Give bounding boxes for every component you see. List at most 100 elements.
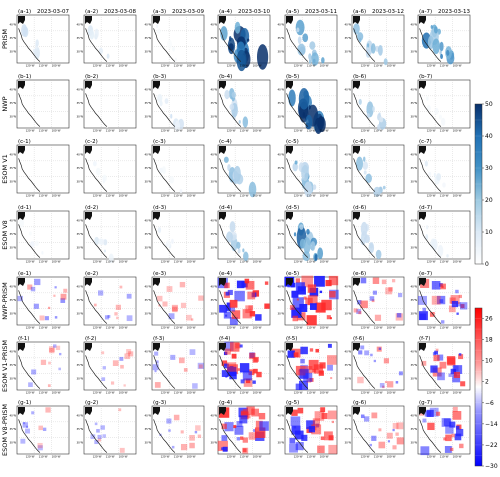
lat-tick-label: 35°N: [76, 36, 83, 40]
negative-diff-cell: [221, 447, 224, 450]
positive-diff-cell: [245, 378, 251, 384]
lon-tick-label: 110°W: [440, 64, 449, 68]
lon-tick-label: 100°W: [119, 260, 128, 264]
lon-tick-label: 100°W: [453, 129, 462, 133]
negative-diff-cell: [460, 302, 468, 310]
precip-cell: [105, 117, 111, 126]
lat-tick-label: 35°N: [344, 232, 351, 236]
negative-diff-cell: [90, 434, 96, 440]
positive-diff-cell: [395, 432, 399, 436]
positive-diff-cell: [391, 279, 396, 283]
precip-cell: [41, 119, 46, 127]
lon-tick-label: 110°W: [440, 455, 449, 459]
lon-tick-label: 110°W: [174, 326, 183, 330]
lat-tick-label: 40°N: [210, 219, 217, 223]
lat-tick-label: 35°N: [210, 363, 217, 367]
coastline: [286, 28, 309, 62]
lat-tick-label: 30°N: [76, 179, 83, 183]
lon-tick-label: 110°W: [39, 326, 48, 330]
colorbar-tick-label: 10: [485, 358, 493, 365]
map-panel-g-4: (g-4) 40°N 35°N 30°N 120°W 110°W 100°W: [210, 400, 271, 459]
positive-diff-cell: [226, 362, 237, 372]
negative-diff-cell: [224, 363, 229, 369]
panel-label: (a-2): [85, 9, 98, 15]
coastline: [18, 290, 41, 324]
inset-map-icon: [419, 146, 426, 154]
negative-diff-cell: [94, 439, 99, 445]
lat-tick-label: 35°N: [210, 36, 217, 40]
column-date: 2023-03-10: [238, 9, 270, 15]
positive-diff-cell: [191, 318, 194, 321]
lon-tick-label: 100°W: [187, 326, 196, 330]
positive-diff-cell: [235, 343, 241, 349]
precip-cell: [159, 167, 163, 174]
lon-tick-label: 120°W: [93, 129, 102, 133]
coastline: [286, 290, 309, 324]
negative-diff-cell: [287, 350, 295, 358]
lon-tick-label: 110°W: [240, 129, 249, 133]
lat-tick-label: 30°N: [76, 376, 83, 380]
positive-diff-cell: [45, 407, 51, 413]
negative-diff-cell: [431, 281, 441, 290]
lon-tick-label: 120°W: [93, 326, 102, 330]
map-panel-g-5: (g-5) 40°N 35°N 30°N 120°W 110°W 100°W: [277, 400, 338, 459]
precip-cell: [308, 105, 311, 110]
negative-diff-cell: [363, 416, 370, 422]
precip-cell: [34, 240, 39, 247]
positive-diff-cell: [254, 356, 259, 362]
negative-diff-cell: [364, 350, 370, 356]
lat-tick-label: 35°N: [410, 166, 417, 170]
lon-tick-label: 110°W: [106, 455, 115, 459]
lon-tick-label: 110°W: [374, 455, 383, 459]
lon-tick-label: 120°W: [294, 194, 303, 198]
precip-cell: [288, 89, 296, 107]
lon-tick-label: 110°W: [240, 455, 249, 459]
precip-cell: [438, 114, 443, 120]
positive-diff-cell: [114, 312, 118, 316]
lat-tick-label: 40°N: [210, 88, 217, 92]
map-panel-a-1: (a-1) 2023-03-07 40°N 35°N 30°N 120°W 110°W 100…: [9, 9, 69, 68]
positive-diff-cell: [231, 353, 237, 359]
lat-tick-label: 35°N: [344, 101, 351, 105]
coastline: [18, 224, 41, 258]
lon-tick-label: 120°W: [294, 326, 303, 330]
negative-diff-cell: [378, 347, 382, 350]
panel-label: (c-2): [85, 139, 98, 145]
negative-diff-cell: [369, 443, 373, 447]
negative-diff-cell: [290, 416, 301, 427]
positive-diff-cell: [291, 409, 298, 416]
lon-tick-label: 120°W: [161, 194, 170, 198]
negative-diff-cell: [223, 311, 231, 319]
negative-diff-cell: [309, 303, 317, 310]
positive-diff-cell: [314, 411, 325, 421]
negative-diff-cell: [236, 280, 245, 289]
inset-map-icon: [219, 278, 226, 286]
inset-map-icon: [286, 278, 293, 286]
lon-tick-label: 120°W: [26, 391, 35, 395]
lat-tick-label: 40°N: [144, 219, 151, 223]
negative-diff-cell: [30, 286, 36, 292]
panel-label: (f-5): [286, 336, 297, 342]
negative-diff-cell: [372, 290, 377, 295]
positive-diff-cell: [63, 288, 68, 293]
positive-diff-cell: [388, 287, 393, 292]
coastline: [419, 419, 442, 453]
lat-tick-label: 35°N: [410, 232, 417, 236]
lat-tick-label: 30°N: [9, 311, 16, 315]
positive-diff-cell: [115, 304, 121, 310]
positive-diff-cell: [383, 358, 390, 364]
lon-tick-label: 100°W: [187, 194, 196, 198]
panel-frame: [83, 79, 137, 129]
negative-diff-cell: [358, 350, 363, 355]
inset-map-icon: [18, 81, 25, 89]
lat-tick-label: 40°N: [210, 414, 217, 418]
lon-tick-label: 110°W: [307, 194, 316, 198]
positive-diff-cell: [156, 295, 163, 302]
lon-tick-label: 110°W: [240, 326, 249, 330]
positive-diff-cell: [301, 275, 314, 288]
positive-diff-cell: [440, 283, 446, 290]
precip-cell: [365, 173, 372, 183]
column-date: 2023-03-09: [172, 9, 204, 15]
lat-tick-label: 30°N: [277, 311, 284, 315]
lat-tick-label: 40°N: [344, 285, 351, 289]
